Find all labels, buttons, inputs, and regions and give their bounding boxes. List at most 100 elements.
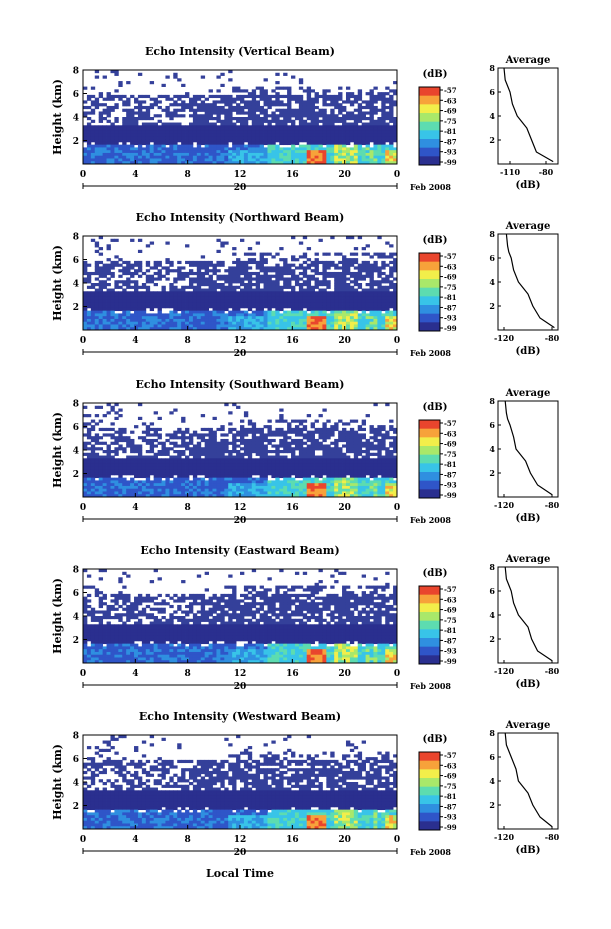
heatmap-cell	[298, 105, 304, 110]
heatmap-cell	[243, 283, 249, 287]
heatmap-cell	[314, 161, 319, 165]
x-tick-label: 0	[80, 336, 86, 346]
heatmap-cell	[287, 133, 292, 137]
heatmap-cell	[298, 469, 304, 473]
heatmap-cell	[145, 117, 151, 121]
heatmap-cell	[161, 441, 166, 445]
heatmap-cell	[149, 274, 155, 278]
heatmap-cell	[86, 480, 92, 484]
heatmap-cell	[212, 416, 217, 420]
heatmap-cell	[322, 103, 327, 107]
heatmap-cell	[212, 291, 217, 295]
heatmap-cell	[373, 133, 378, 137]
heatmap-cell	[353, 141, 359, 146]
heatmap-cell	[106, 144, 111, 148]
heatmap-cell	[381, 291, 386, 295]
heatmap-cell	[157, 324, 162, 328]
heatmap-cell	[291, 130, 296, 134]
heatmap-cell	[314, 269, 319, 273]
heatmap-cell	[291, 438, 296, 443]
heatmap-cell	[275, 86, 280, 90]
heatmap-cell	[224, 100, 229, 104]
heatmap-cell	[181, 277, 186, 281]
heatmap-cell	[271, 485, 276, 490]
heatmap-cell	[279, 299, 284, 303]
heatmap-cell	[310, 161, 315, 165]
heatmap-cell	[161, 147, 166, 151]
heatmap-cell	[247, 136, 253, 140]
heatmap-cell	[302, 139, 308, 143]
heatmap-cell	[385, 128, 390, 132]
y-tick-label: 6	[73, 256, 79, 266]
heatmap-cell	[145, 316, 151, 320]
heatmap-cell	[122, 310, 127, 314]
heatmap-cell	[393, 119, 398, 123]
heatmap-cell	[393, 305, 398, 309]
heatmap-cell	[369, 277, 374, 281]
heatmap-cell	[236, 494, 241, 498]
heatmap-cell	[247, 316, 253, 320]
heatmap-cell	[385, 288, 390, 292]
heatmap-cell	[377, 266, 382, 270]
heatmap-cell	[259, 158, 264, 162]
heatmap-cell	[98, 144, 104, 148]
heatmap-cell	[271, 161, 276, 165]
heatmap-cell	[192, 128, 198, 132]
heatmap-cell	[240, 438, 245, 443]
heatmap-cell	[98, 271, 104, 276]
heatmap-cell	[188, 150, 194, 154]
heatmap-cell	[298, 316, 304, 320]
heatmap-cell	[322, 305, 327, 309]
heatmap-cell	[220, 94, 225, 99]
heatmap-cell	[255, 133, 261, 137]
heatmap-cell	[200, 299, 206, 303]
heatmap-cell	[86, 294, 92, 298]
heatmap-cell	[220, 438, 225, 443]
colorbar-tick-label: -75	[444, 283, 457, 292]
heatmap-cell	[279, 307, 284, 312]
heatmap-cell	[287, 318, 292, 323]
heatmap-cell	[318, 318, 323, 323]
heatmap-cell	[149, 147, 155, 151]
heatmap-cell	[228, 488, 233, 492]
heatmap-cell	[243, 271, 249, 276]
heatmap-cell	[283, 321, 288, 325]
heatmap-cell	[173, 469, 178, 473]
heatmap-cell	[263, 285, 268, 289]
heatmap-cell	[94, 321, 100, 325]
heatmap-cell	[385, 310, 390, 314]
heatmap-cell	[357, 266, 363, 270]
heatmap-cell	[283, 447, 288, 451]
heatmap-cell	[141, 122, 147, 126]
heatmap-cell	[86, 271, 92, 276]
heatmap-cell	[145, 480, 151, 484]
heatmap-cell	[318, 260, 323, 265]
heatmap-cell	[385, 280, 390, 284]
heatmap-cell	[240, 117, 245, 121]
heatmap-cell	[118, 83, 123, 87]
heatmap-cell	[200, 324, 206, 328]
heatmap-cell	[357, 103, 363, 107]
heatmap-cell	[192, 294, 198, 298]
heatmap-cell	[192, 114, 198, 118]
heatmap-cell	[361, 158, 366, 162]
heatmap-cell	[149, 461, 155, 465]
heatmap-cell	[220, 294, 225, 298]
heatmap-cell	[94, 158, 100, 162]
heatmap-cell	[291, 136, 296, 140]
heatmap-cell	[247, 469, 253, 473]
heatmap-cell	[224, 494, 229, 498]
heatmap-cell	[126, 458, 131, 462]
heatmap-cell	[287, 119, 292, 123]
heatmap-cell	[236, 310, 241, 314]
heatmap-cell	[236, 430, 241, 434]
heatmap-cell	[114, 450, 119, 454]
heatmap-cell	[165, 469, 170, 473]
heatmap-cell	[385, 285, 390, 289]
heatmap-cell	[106, 139, 111, 143]
heatmap-cell	[381, 144, 386, 148]
heatmap-cell	[200, 277, 206, 281]
heatmap-cell	[302, 133, 308, 137]
heatmap-cell	[326, 307, 331, 312]
heatmap-cell	[228, 155, 233, 159]
